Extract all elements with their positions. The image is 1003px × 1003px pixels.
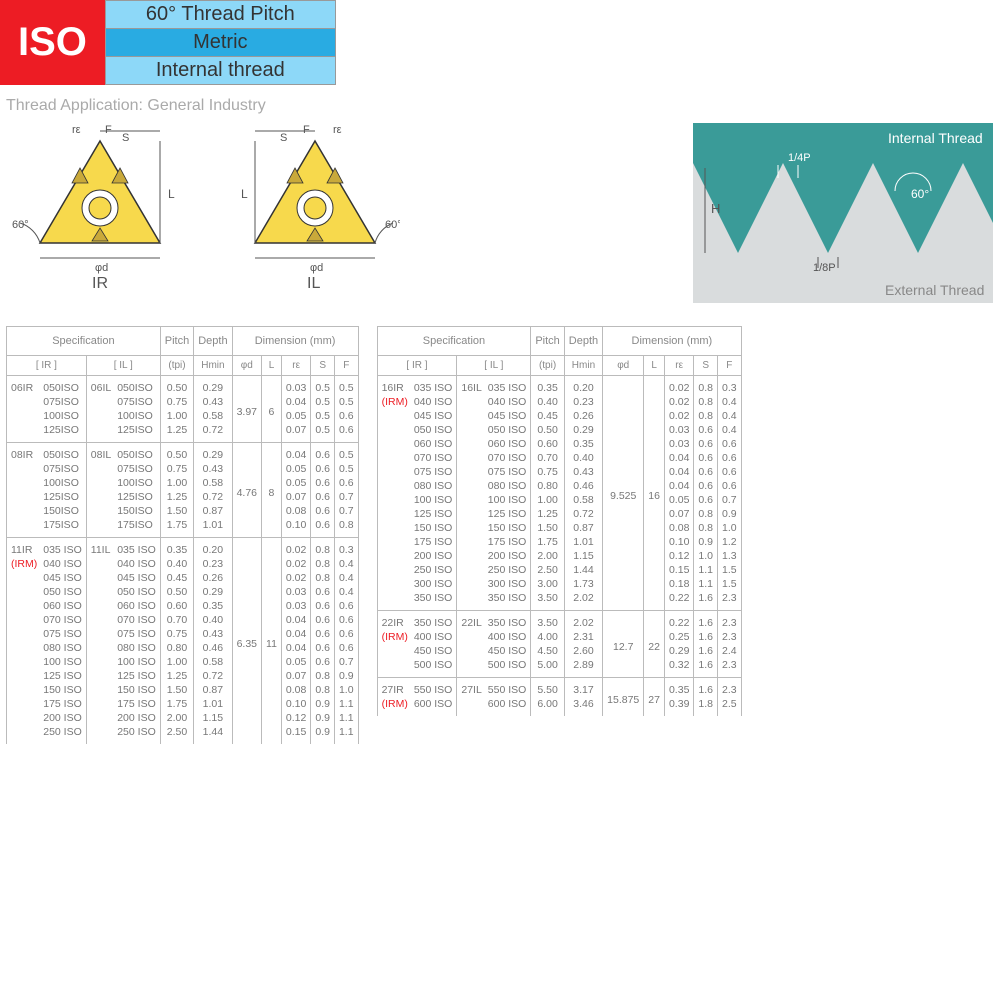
pitch-label: 60° Thread Pitch	[105, 0, 336, 29]
table-row: 050 ISO050 ISO0.500.290.030.60.4	[7, 585, 359, 599]
table-row: 125ISO125ISO1.250.720.070.50.6	[7, 423, 359, 443]
application-line: Thread Application: General Industry	[0, 85, 1003, 123]
table-row: 100 ISO100 ISO1.000.580.050.60.7	[377, 493, 741, 507]
table-row: 100ISO100ISO1.000.580.050.60.6	[7, 476, 359, 490]
table-row: 125 ISO125 ISO1.250.720.070.80.9	[7, 669, 359, 683]
table-row: 175ISO175ISO1.751.010.100.60.8	[7, 518, 359, 538]
table-row: 22IR350 ISO22IL350 ISO3.502.0212.7220.22…	[377, 611, 741, 631]
internal-thread-label: Internal Thread	[888, 130, 983, 146]
svg-text:S: S	[280, 132, 287, 144]
svg-text:rε: rε	[72, 124, 81, 136]
table-row: 070 ISO070 ISO0.700.400.040.60.6	[377, 451, 741, 465]
svg-text:L: L	[168, 187, 175, 201]
svg-text:S: S	[122, 132, 129, 144]
table-row: (IRM)600 ISO600 ISO6.003.460.391.82.5	[377, 697, 741, 716]
table-row: 100 ISO100 ISO1.000.580.050.60.7	[7, 655, 359, 669]
table-row: 200 ISO200 ISO2.001.150.121.01.3	[377, 549, 741, 563]
svg-text:60°: 60°	[12, 219, 29, 231]
table-row: 125ISO125ISO1.250.720.070.60.7	[7, 490, 359, 504]
svg-text:F: F	[303, 124, 310, 136]
table-row: 450 ISO450 ISO4.502.600.291.62.4	[377, 644, 741, 658]
header-banner: ISO 60° Thread Pitch Metric Internal thr…	[0, 0, 1003, 85]
table-row: 075 ISO075 ISO0.750.430.040.60.6	[7, 627, 359, 641]
table-row: 080 ISO080 ISO0.800.460.040.60.6	[7, 641, 359, 655]
table-row: 060 ISO060 ISO0.600.350.030.60.6	[377, 437, 741, 451]
table-row: 27IR550 ISO27IL550 ISO5.503.1715.875270.…	[377, 678, 741, 698]
table-row: 150 ISO150 ISO1.500.870.080.81.0	[377, 521, 741, 535]
external-thread-label: External Thread	[885, 282, 984, 298]
thread-label: Internal thread	[105, 56, 336, 85]
table-row: 045 ISO045 ISO0.450.260.020.80.4	[7, 571, 359, 585]
svg-text:60°: 60°	[385, 219, 400, 231]
table-row: 070 ISO070 ISO0.700.400.040.60.6	[7, 613, 359, 627]
table-row: 150ISO150ISO1.500.870.080.60.7	[7, 504, 359, 518]
spec-table-left: SpecificationPitchDepthDimension (mm)[ I…	[6, 326, 359, 744]
table-row: 150 ISO150 ISO1.500.870.080.81.0	[7, 683, 359, 697]
table-row: 100ISO100ISO1.000.580.050.50.6	[7, 409, 359, 423]
svg-text:IL: IL	[307, 275, 320, 292]
table-row: 250 ISO250 ISO2.501.440.151.11.5	[377, 563, 741, 577]
svg-text:rε: rε	[333, 124, 342, 136]
table-row: 050 ISO050 ISO0.500.290.030.60.4	[377, 423, 741, 437]
table-row: 350 ISO350 ISO3.502.020.221.62.3	[377, 591, 741, 611]
table-row: 075ISO075ISO0.750.430.040.50.5	[7, 395, 359, 409]
iso-badge: ISO	[0, 0, 105, 85]
insert-diagram-il: rε F S L φd 60° IL	[225, 123, 400, 296]
table-row: 500 ISO500 ISO5.002.890.321.62.3	[377, 658, 741, 678]
table-row: 06IR050ISO06IL050ISO0.500.293.9760.030.5…	[7, 376, 359, 396]
table-row: 080 ISO080 ISO0.800.460.040.60.6	[377, 479, 741, 493]
svg-text:H: H	[711, 201, 720, 216]
insert-diagram-ir: rε F S L φd 60° IR	[10, 123, 185, 296]
table-row: 200 ISO200 ISO2.001.150.120.91.1	[7, 711, 359, 725]
table-row: 075ISO075ISO0.750.430.050.60.5	[7, 462, 359, 476]
svg-text:φd: φd	[95, 262, 108, 274]
svg-text:φd: φd	[310, 262, 323, 274]
table-row: 11IR035 ISO11IL035 ISO0.350.206.35110.02…	[7, 538, 359, 558]
table-row: 125 ISO125 ISO1.250.720.070.80.9	[377, 507, 741, 521]
svg-text:F: F	[105, 124, 112, 136]
svg-text:1/4P: 1/4P	[788, 152, 811, 164]
thread-profile-diagram: Internal Thread External Thread 1/4P 60°…	[693, 123, 993, 306]
svg-text:1/8P: 1/8P	[813, 262, 836, 274]
table-row: 08IR050ISO08IL050ISO0.500.294.7680.040.6…	[7, 443, 359, 463]
table-row: (IRM)400 ISO400 ISO4.002.310.251.62.3	[377, 630, 741, 644]
diagrams-row: rε F S L φd 60° IR	[0, 123, 1003, 326]
table-row: 075 ISO075 ISO0.750.430.040.60.6	[377, 465, 741, 479]
metric-label: Metric	[105, 29, 336, 56]
spec-table-right: SpecificationPitchDepthDimension (mm)[ I…	[377, 326, 742, 716]
table-row: (IRM)040 ISO040 ISO0.400.230.020.80.4	[377, 395, 741, 409]
table-row: 16IR035 ISO16IL035 ISO0.350.209.525160.0…	[377, 376, 741, 396]
svg-text:IR: IR	[92, 275, 108, 292]
table-row: (IRM)040 ISO040 ISO0.400.230.020.80.4	[7, 557, 359, 571]
table-row: 045 ISO045 ISO0.450.260.020.80.4	[377, 409, 741, 423]
svg-text:60°: 60°	[911, 187, 929, 201]
table-row: 175 ISO175 ISO1.751.010.100.91.2	[377, 535, 741, 549]
table-row: 250 ISO250 ISO2.501.440.150.91.1	[7, 725, 359, 744]
spec-tables: SpecificationPitchDepthDimension (mm)[ I…	[0, 326, 1003, 744]
svg-text:L: L	[241, 187, 248, 201]
table-row: 060 ISO060 ISO0.600.350.030.60.6	[7, 599, 359, 613]
table-row: 175 ISO175 ISO1.751.010.100.91.1	[7, 697, 359, 711]
table-row: 300 ISO300 ISO3.001.730.181.11.5	[377, 577, 741, 591]
